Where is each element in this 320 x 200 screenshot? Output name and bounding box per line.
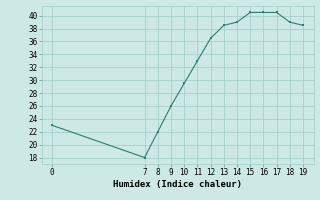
X-axis label: Humidex (Indice chaleur): Humidex (Indice chaleur) [113,180,242,189]
